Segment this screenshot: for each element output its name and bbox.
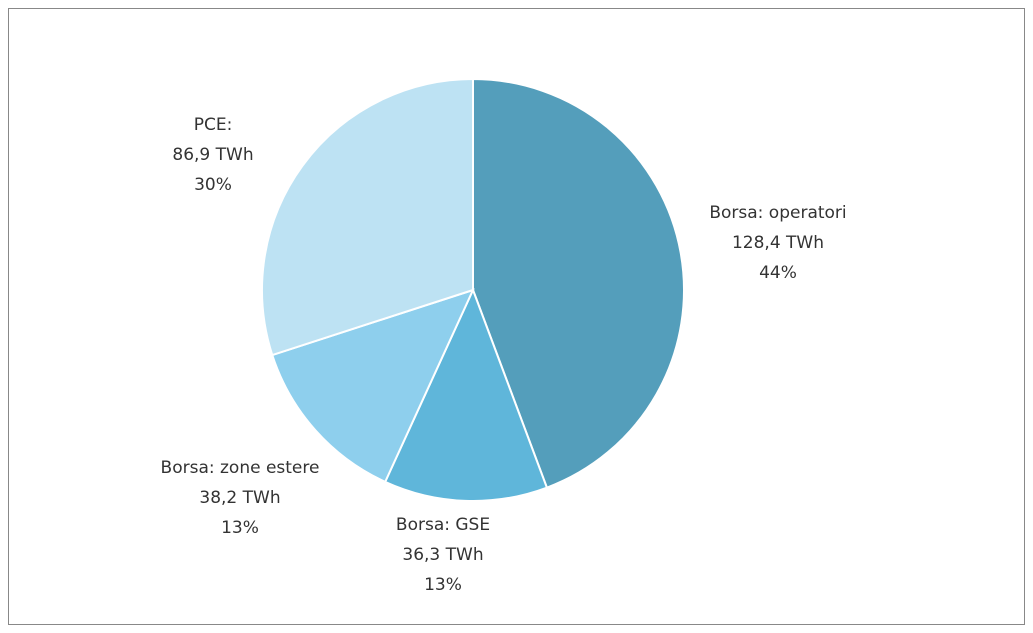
percent-label: 30% (194, 175, 232, 195)
pie-slice (472, 77, 685, 489)
slice-label: Borsa: operatori (709, 203, 846, 223)
value-label: 36,3 TWh (402, 545, 483, 565)
pie-slice (383, 287, 549, 502)
percent-label: 13% (424, 575, 462, 595)
slice-label: Borsa: zone estere (161, 458, 320, 478)
pie-slice (261, 77, 474, 357)
value-label: 38,2 TWh (199, 488, 280, 508)
percent-label: 13% (221, 518, 259, 538)
value-label: 128,4 TWh (732, 233, 824, 253)
pie-slice (271, 288, 475, 484)
slice-label: Borsa: GSE (396, 515, 490, 535)
value-label: 86,9 TWh (172, 145, 253, 165)
slice-label: PCE: (194, 115, 233, 135)
percent-label: 44% (759, 263, 797, 283)
